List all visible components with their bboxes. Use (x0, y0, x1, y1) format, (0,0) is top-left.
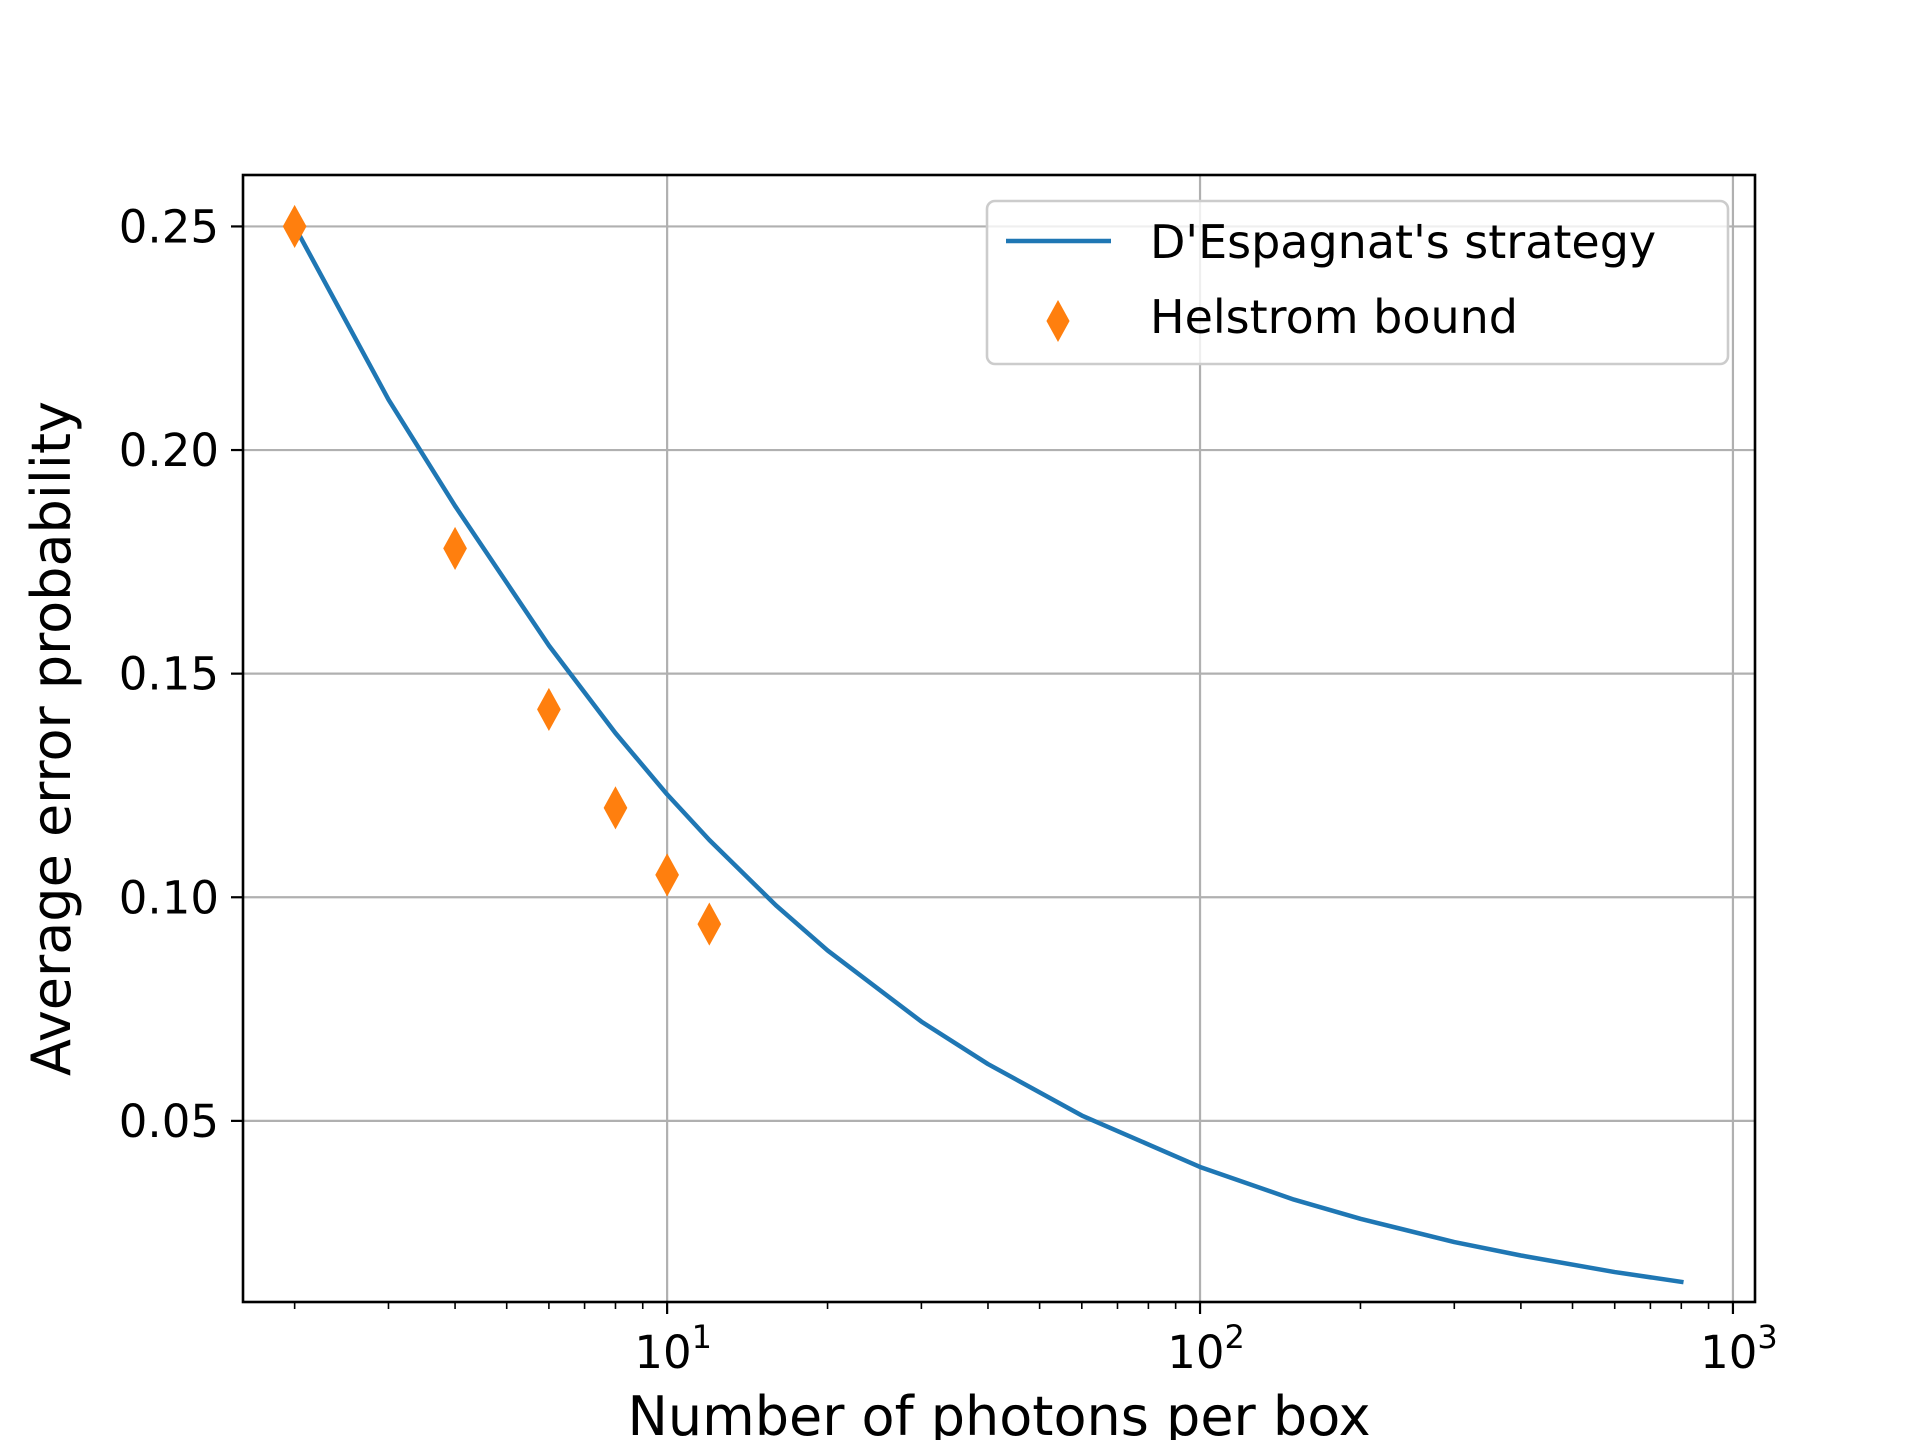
legend-marker-swatch (1046, 299, 1070, 343)
y-tick-label: 0.10 (119, 871, 219, 924)
ticks (231, 225, 1735, 1314)
helstrom-point (655, 853, 679, 897)
legend-label-helstrom: Helstrom bound (1150, 290, 1518, 344)
legend-box (985, 199, 1730, 366)
y-tick-label: 0.05 (119, 1095, 219, 1148)
x-tick-label-base: 10 (1700, 1326, 1757, 1379)
plot-frame (241, 173, 1757, 1304)
helstrom-point (282, 204, 307, 248)
x-tick-label: 101 (634, 1318, 712, 1379)
x-tick-label-exponent: 3 (1757, 1318, 1777, 1356)
helstrom-point (697, 902, 722, 946)
legend-label-despagnat: D'Espagnat's strategy (1150, 215, 1656, 269)
y-tick-label: 0.20 (119, 424, 219, 477)
grid (243, 175, 1755, 1302)
x-tick-label-base: 10 (634, 1326, 691, 1379)
x-axis-label: Number of photons per box (627, 1385, 1370, 1440)
legend: D'Espagnat's strategy Helstrom bound (985, 199, 1730, 366)
helstrom-point (537, 687, 561, 731)
series-line-despagnat (291, 223, 1684, 1285)
x-tick-label-exponent: 1 (692, 1318, 712, 1356)
x-tick-label: 103 (1700, 1318, 1778, 1379)
helstrom-point (603, 786, 628, 830)
y-axis-label: Average error probability (20, 401, 83, 1076)
helstrom-point (443, 526, 467, 570)
x-tick-label: 102 (1167, 1318, 1245, 1379)
x-tick-label-base: 10 (1167, 1326, 1224, 1379)
y-tick-label: 0.15 (119, 648, 219, 701)
x-tick-label-exponent: 2 (1224, 1318, 1244, 1356)
series-layer (282, 204, 1684, 1285)
y-tick-label: 0.25 (119, 200, 219, 253)
